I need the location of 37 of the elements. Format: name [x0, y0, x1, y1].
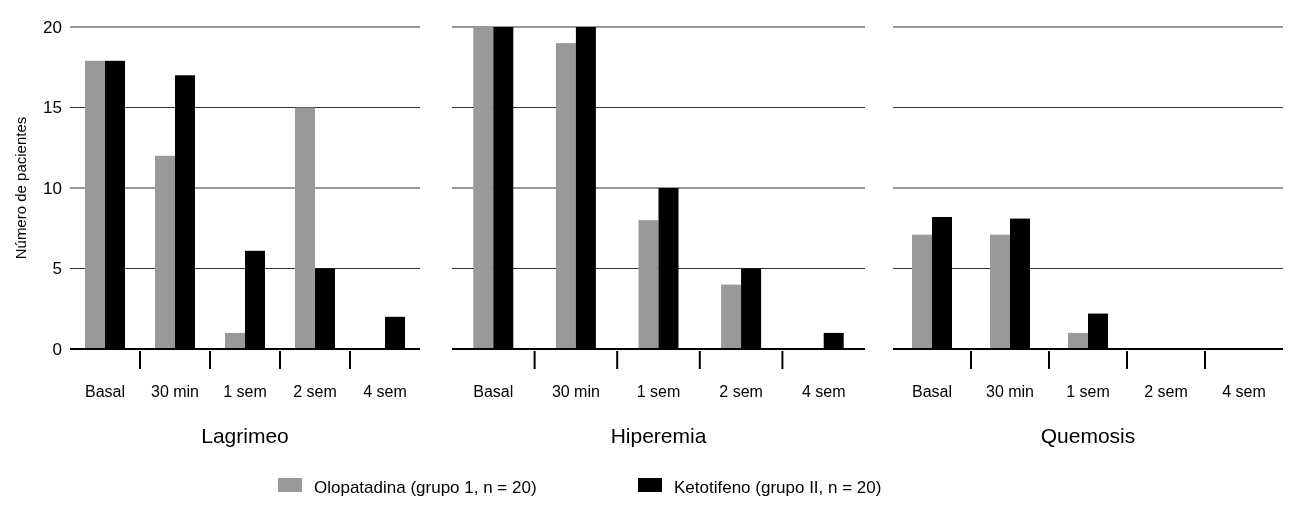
x-tick-label: 2 sem [293, 383, 337, 400]
x-axis-title: Lagrimeo [201, 424, 289, 447]
bar [85, 60, 105, 349]
x-axis-title: Quemosis [1040, 424, 1136, 447]
x-tick-label: Basal [84, 383, 126, 400]
x-tick-label: Basal [911, 383, 953, 400]
y-tick-label: 20 [43, 17, 62, 37]
bar [473, 27, 494, 349]
x-tick-label: 2 sem [719, 383, 763, 400]
bar [295, 107, 315, 349]
x-axis-title: Hiperemia [610, 424, 707, 447]
x-tick-label: 30 min [985, 383, 1035, 400]
bar [155, 155, 175, 349]
bar [1068, 332, 1088, 349]
x-tick-label: 1 sem [223, 383, 267, 400]
x-tick-label: 1 sem [636, 383, 681, 400]
x-tick-label: 30 min [551, 383, 600, 400]
y-tick-label: 5 [52, 259, 62, 279]
y-tick-label: 10 [43, 178, 62, 198]
x-tick-label: 4 sem [363, 383, 407, 400]
bar [912, 234, 932, 349]
x-tick-label: 4 sem [801, 383, 846, 400]
y-tick-label: 15 [43, 98, 62, 118]
x-tick-label: 2 sem [1144, 383, 1188, 400]
bar [638, 220, 659, 349]
y-axis-title: Número de pacientes [12, 116, 29, 260]
y-tick-label: 0 [52, 339, 62, 359]
x-tick-label: 4 sem [1222, 383, 1266, 400]
bar [225, 332, 245, 349]
legend-label: Olopatadina (grupo 1, n = 20) [314, 478, 537, 497]
x-tick-label: Basal [473, 383, 514, 400]
legend-label: Ketotifeno (grupo II, n = 20) [674, 478, 882, 497]
bar [990, 234, 1010, 349]
bar [555, 43, 576, 349]
x-tick-label: 30 min [150, 383, 200, 400]
x-tick-label: 1 sem [1066, 383, 1110, 400]
bar [721, 284, 742, 349]
